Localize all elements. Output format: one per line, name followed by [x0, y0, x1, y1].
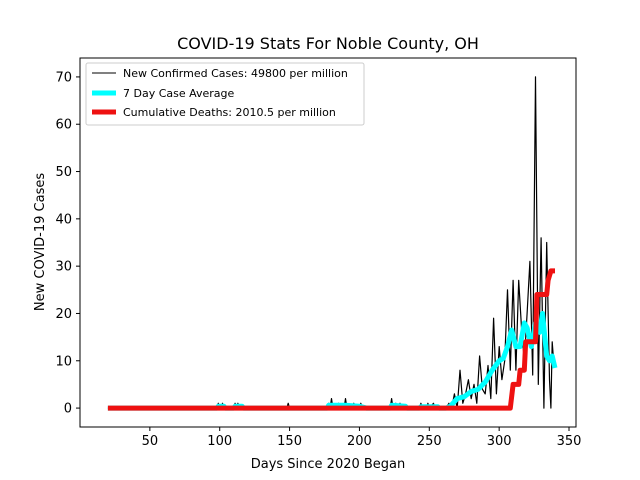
legend-label-cumulative-deaths: Cumulative Deaths: 2010.5 per million [123, 106, 336, 119]
legend-box [85, 62, 365, 126]
y-tick-label: 70 [55, 70, 72, 85]
y-tick-label: 20 [55, 307, 72, 322]
x-tick-label: 250 [417, 434, 442, 449]
legend: New Confirmed Cases: 49800 per million 7… [85, 62, 365, 126]
x-axis-label: Days Since 2020 Began [251, 457, 406, 472]
x-tick-label: 350 [557, 434, 582, 449]
legend-label-new-cases: New Confirmed Cases: 49800 per million [123, 67, 348, 80]
y-tick-label: 0 [64, 402, 72, 417]
y-tick-label: 30 [55, 260, 72, 275]
y-axis-label: New COVID-19 Cases [33, 173, 48, 311]
ticks-layer: 50 100 150 200 250 300 350 0 10 20 30 40 50 60 70 [55, 70, 581, 449]
x-tick-label: 200 [347, 434, 372, 449]
x-tick-label: 300 [487, 434, 512, 449]
series-line-2 [107, 268, 555, 411]
x-tick-label: 100 [207, 434, 232, 449]
y-tick-label: 40 [55, 212, 72, 227]
y-tick-label: 60 [55, 118, 72, 133]
series-layer [107, 76, 558, 411]
y-tick-label: 10 [55, 354, 72, 369]
y-tick-label: 50 [55, 165, 72, 180]
x-tick-label: 50 [142, 434, 159, 449]
plot-frame [79, 57, 577, 428]
legend-label-7day-average: 7 Day Case Average [123, 87, 235, 100]
chart-title: COVID-19 Stats For Noble County, OH [177, 34, 479, 53]
x-tick-label: 150 [277, 434, 302, 449]
